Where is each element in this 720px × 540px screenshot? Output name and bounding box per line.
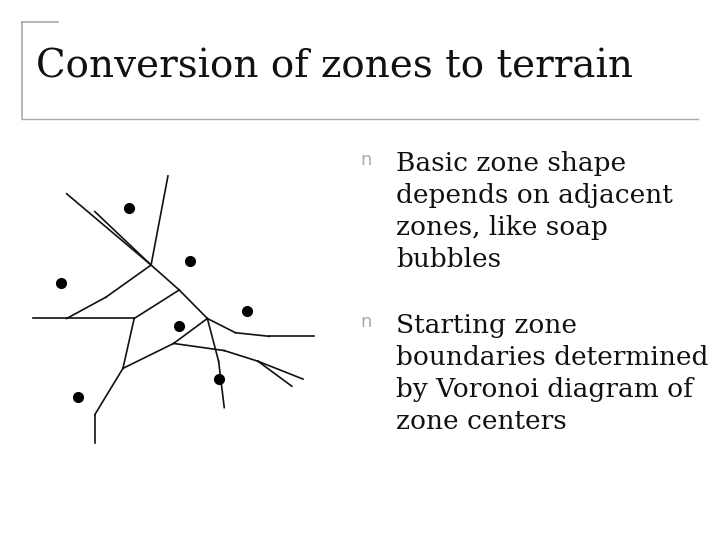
Text: n: n [360,151,372,169]
Text: Basic zone shape
depends on adjacent
zones, like soap
bubbles: Basic zone shape depends on adjacent zon… [396,151,672,272]
Text: n: n [360,313,372,331]
Text: Starting zone
boundaries determined
by Voronoi diagram of
zone centers: Starting zone boundaries determined by V… [396,313,708,434]
Text: Conversion of zones to terrain: Conversion of zones to terrain [36,49,633,86]
